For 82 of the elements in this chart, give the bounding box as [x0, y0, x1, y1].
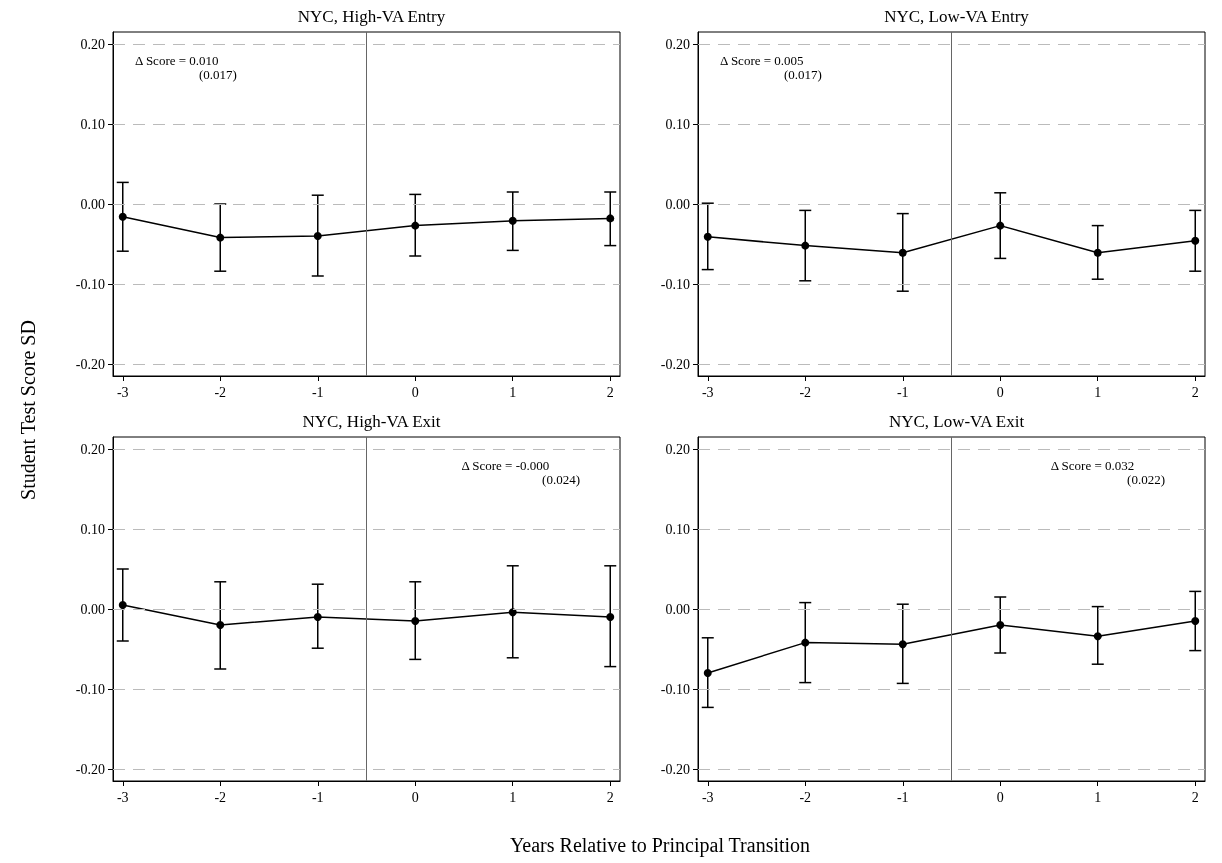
- point: [1093, 248, 1102, 257]
- y-tick-label: 0.20: [80, 36, 105, 52]
- point: [216, 233, 225, 242]
- annotation: (0.024): [542, 472, 581, 487]
- x-tick-label: 0: [411, 789, 419, 805]
- y-tick-label: 0.20: [665, 441, 690, 457]
- annotation: Δ Score = 0.010: [135, 53, 219, 68]
- point: [118, 212, 127, 221]
- chart-title: NYC, High-VA Exit: [302, 412, 441, 431]
- point: [411, 221, 420, 230]
- y-tick-label: 0.00: [665, 601, 690, 617]
- y-tick-label: 0.20: [665, 36, 690, 52]
- annotation: Δ Score = 0.032: [1050, 458, 1135, 473]
- annotation: Δ Score = 0.005: [720, 53, 804, 68]
- point: [801, 241, 810, 250]
- point: [411, 617, 420, 625]
- x-tick-label: 1: [1094, 384, 1102, 400]
- y-tick-label: 0.00: [80, 196, 105, 212]
- x-tick-label: -3: [701, 384, 714, 400]
- x-tick-label: -2: [799, 384, 812, 400]
- y-tick-label: -0.20: [660, 761, 690, 777]
- y-tick-label: -0.10: [75, 681, 105, 697]
- point: [898, 640, 907, 649]
- x-tick-label: -1: [896, 384, 909, 400]
- point: [606, 613, 615, 621]
- annotation: (0.022): [1127, 472, 1166, 487]
- x-tick-label: -2: [214, 789, 227, 805]
- y-tick-label: -0.10: [660, 681, 690, 697]
- y-tick-label: -0.10: [75, 276, 105, 292]
- point: [606, 214, 615, 223]
- x-tick-label: 1: [509, 789, 517, 805]
- x-tick-label: -1: [896, 789, 909, 805]
- point: [703, 669, 712, 677]
- point: [1191, 236, 1200, 245]
- point: [898, 248, 907, 257]
- annotation: (0.017): [199, 67, 237, 82]
- x-tick-label: 2: [606, 384, 614, 400]
- y-tick-label: 0.10: [80, 116, 105, 132]
- y-tick-label: -0.20: [75, 356, 105, 372]
- x-tick-label: -3: [701, 789, 714, 805]
- y-tick-label: -0.20: [75, 761, 105, 777]
- annotation: (0.017): [784, 67, 822, 82]
- point: [703, 232, 712, 241]
- point: [1191, 617, 1200, 625]
- point: [313, 613, 322, 621]
- point: [508, 608, 517, 617]
- point: [216, 621, 225, 629]
- x-tick-label: -1: [311, 789, 324, 805]
- point: [118, 601, 127, 609]
- y-tick-label: 0.10: [665, 521, 690, 537]
- x-tick-label: -1: [311, 384, 324, 400]
- x-tick-label: 0: [411, 384, 419, 400]
- annotation: Δ Score = -0.000: [461, 458, 550, 473]
- point: [996, 621, 1005, 629]
- point: [313, 232, 322, 240]
- x-tick-label: 0: [996, 384, 1004, 400]
- x-tick-label: 1: [1094, 789, 1102, 805]
- x-tick-label: 2: [606, 789, 614, 805]
- x-tick-label: -3: [116, 789, 129, 805]
- y-tick-label: 0.00: [665, 196, 690, 212]
- y-tick-label: 0.10: [665, 116, 690, 132]
- y-axis-title: Student Test Score SD: [16, 320, 40, 500]
- y-tick-label: 0.00: [80, 601, 105, 617]
- point: [996, 221, 1005, 230]
- point: [508, 216, 517, 225]
- y-tick-label: 0.20: [80, 441, 105, 457]
- y-tick-label: 0.10: [80, 521, 105, 537]
- y-tick-label: -0.10: [660, 276, 690, 292]
- x-tick-label: 2: [1191, 384, 1199, 400]
- x-tick-label: -3: [116, 384, 129, 400]
- x-tick-label: -2: [214, 384, 227, 400]
- x-tick-label: 1: [509, 384, 517, 400]
- x-tick-label: 2: [1191, 789, 1199, 805]
- chart-title: NYC, Low-VA Exit: [888, 412, 1025, 431]
- x-axis-title: Years Relative to Principal Transition: [509, 833, 811, 857]
- x-tick-label: 0: [996, 789, 1004, 805]
- y-tick-label: -0.20: [660, 356, 690, 372]
- point: [801, 638, 810, 647]
- chart-title: NYC, High-VA Entry: [297, 7, 446, 26]
- point: [1093, 632, 1102, 641]
- x-tick-label: -2: [799, 789, 812, 805]
- chart-title: NYC, Low-VA Entry: [884, 7, 1030, 26]
